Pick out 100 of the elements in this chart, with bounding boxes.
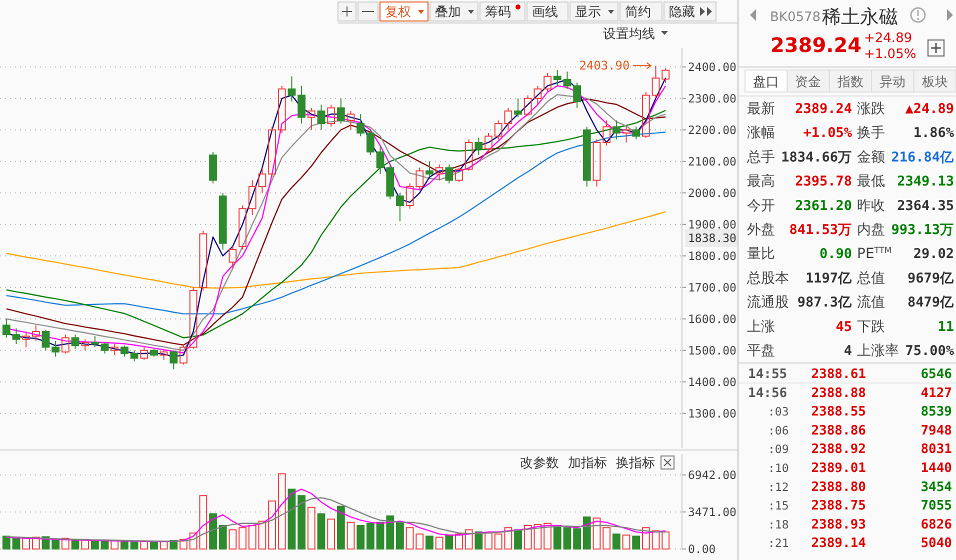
y-tick-label: 1500.00 (688, 343, 737, 358)
candlestick (140, 346, 148, 360)
text: :03 (768, 404, 789, 419)
y-tick-label: 6942.00 (688, 468, 737, 482)
candlestick (632, 126, 640, 140)
text: BK0578 (770, 10, 821, 25)
text: 设置均线 (603, 27, 655, 42)
text: 量比 (747, 246, 775, 262)
y-tick-label: 1800.00 (688, 248, 737, 263)
text: 2349.13 (897, 174, 954, 190)
text: :15 (768, 498, 789, 513)
y-tick-label: 1600.00 (688, 312, 737, 326)
bar (61, 538, 70, 550)
candlestick (71, 334, 80, 350)
text: 内盘 (857, 222, 885, 238)
bar (416, 534, 424, 550)
bar (582, 516, 591, 550)
bar (248, 525, 256, 550)
line-series (6, 488, 666, 542)
text: 筹码 (485, 5, 511, 20)
text: 1440 (920, 461, 952, 476)
text: ▲24.89 (905, 101, 954, 117)
text: 板块 (920, 75, 948, 90)
text: 上涨率 (857, 343, 899, 359)
text: 987.3亿 (797, 294, 853, 311)
bar (563, 527, 572, 550)
text: 0.90 (819, 246, 852, 262)
text: 画线 (532, 5, 558, 20)
text: 流值 (857, 294, 885, 311)
text: 外盘 (747, 222, 775, 238)
text: 6546 (920, 367, 952, 382)
bar (317, 513, 326, 550)
text: 2364.35 (897, 198, 954, 214)
text: 1197亿 (805, 270, 853, 286)
text: 2388.75 (811, 498, 866, 514)
bar (298, 495, 306, 550)
text: 1834.66万 (781, 149, 852, 166)
bar (534, 524, 542, 550)
y-tick-label: 2400.00 (688, 60, 737, 74)
text: PE$^{TTM}$ (857, 245, 892, 262)
text: 2388.92 (811, 442, 866, 458)
text: 14:55 (748, 367, 788, 382)
text: :06 (768, 423, 789, 438)
line-series (6, 497, 666, 542)
bar (652, 530, 660, 550)
text: :21 (768, 536, 789, 550)
text: 涨跌 (857, 101, 885, 117)
bar (268, 500, 276, 550)
candlestick (514, 98, 522, 118)
bar (130, 542, 138, 550)
text: 稀土永磁 (822, 6, 898, 28)
bar (573, 528, 581, 550)
bar (455, 534, 463, 550)
bar (426, 536, 434, 550)
bar (120, 541, 128, 550)
candlestick (32, 324, 40, 342)
candlestick (376, 145, 384, 174)
bar (356, 525, 365, 550)
candlestick (553, 70, 562, 86)
y-tick-label: 2000.00 (688, 186, 737, 200)
bar (553, 525, 562, 550)
bar (327, 518, 336, 550)
bar (52, 538, 60, 550)
bar (632, 536, 640, 550)
text: 总手 (746, 149, 775, 166)
text: 今开 (747, 198, 775, 214)
text: 7948 (920, 423, 952, 438)
bar (258, 520, 266, 550)
text: 下跌 (857, 318, 885, 335)
bar (346, 522, 355, 550)
bar (396, 522, 404, 550)
bar (278, 473, 286, 550)
text: 叠加 (435, 5, 461, 20)
text: 216.84亿 (891, 149, 955, 166)
text: 最新 (747, 101, 775, 117)
bar (238, 527, 246, 550)
text: 最高 (747, 174, 775, 190)
text: :12 (768, 480, 789, 494)
text: 841.53万 (789, 222, 852, 238)
bar (662, 531, 670, 550)
text: 盘口 (753, 75, 779, 90)
text: 涨幅 (747, 125, 775, 142)
candlestick (622, 126, 630, 143)
text: 1.86% (913, 125, 955, 142)
text: 显示 (575, 5, 601, 20)
text: 复权 (385, 5, 411, 20)
candlestick (573, 82, 581, 108)
line-series (6, 211, 666, 289)
annotation: 换指标 (616, 456, 655, 471)
bar (445, 534, 454, 550)
y-tick-label: 1300.00 (688, 406, 737, 420)
text: 993.13万 (891, 222, 954, 238)
bar (228, 529, 237, 550)
bar (612, 534, 620, 550)
candlestick (652, 65, 660, 99)
text: 8031 (920, 442, 952, 458)
text: 平盘 (747, 343, 775, 359)
y-tick-label: 2200.00 (688, 122, 737, 137)
text: +1.05% (864, 47, 916, 62)
text: 2395.78 (795, 174, 852, 190)
